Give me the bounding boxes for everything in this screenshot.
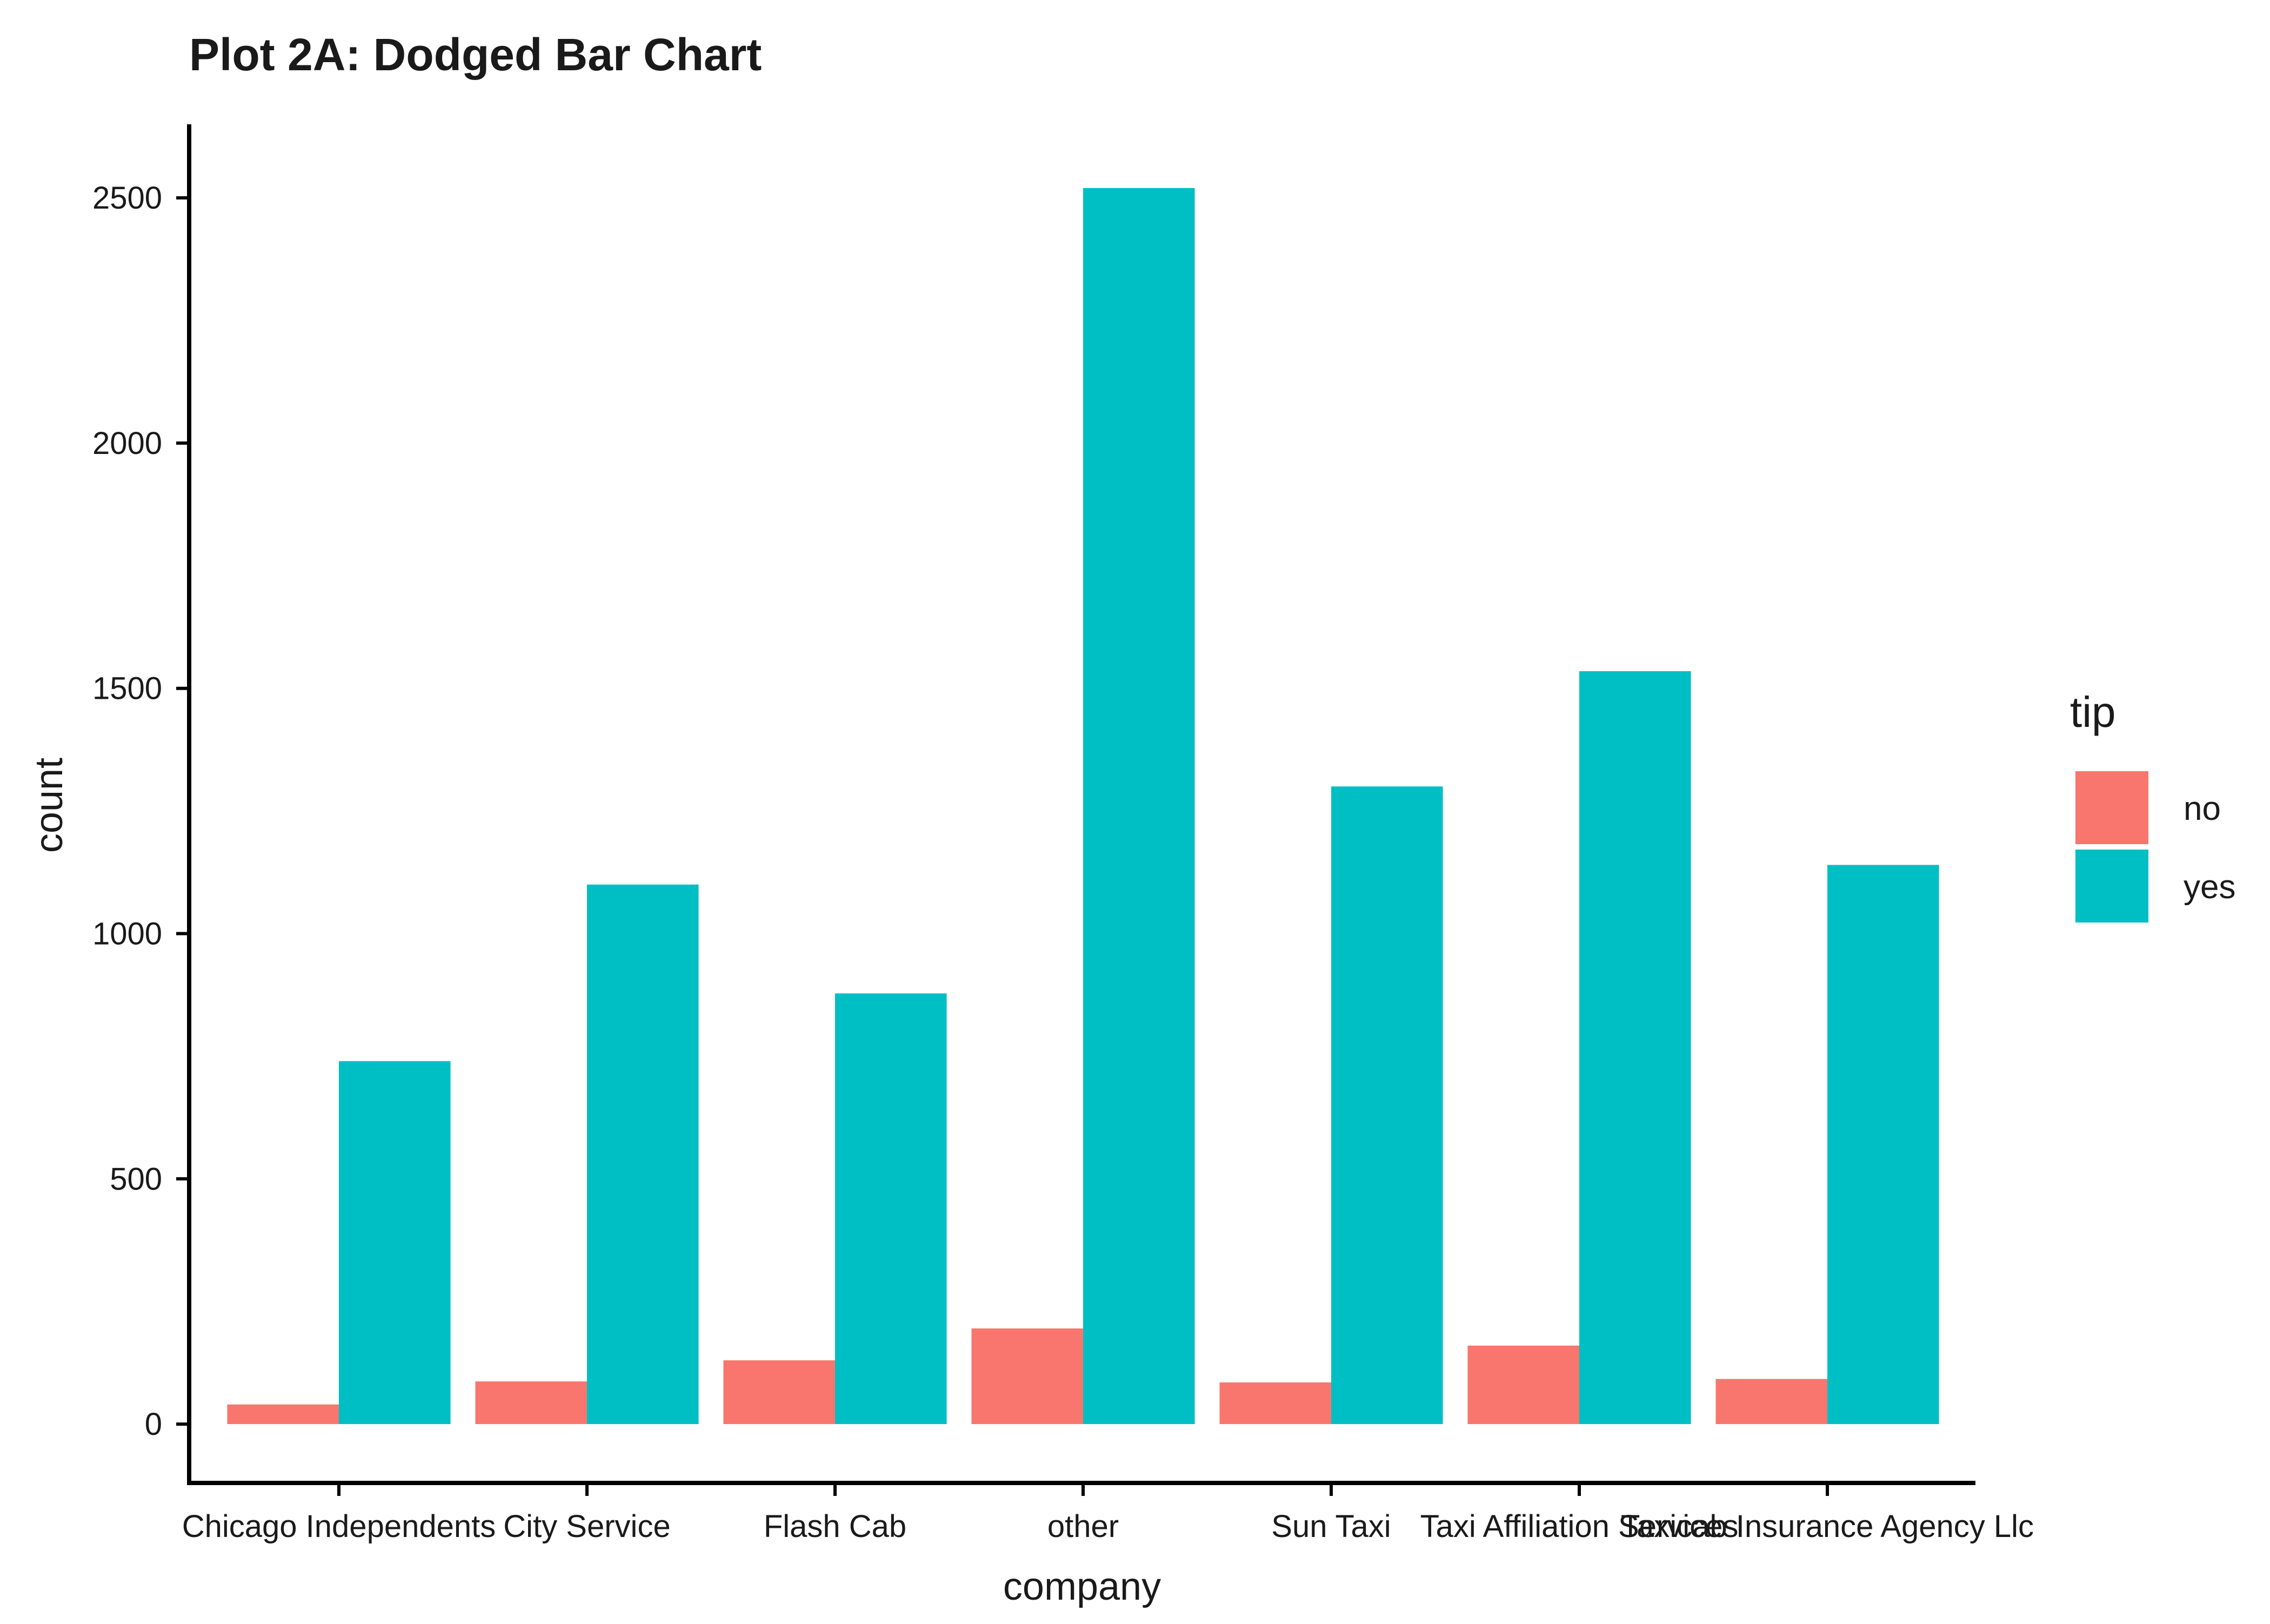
x-tick-label-6: Taxicab Insurance Agency Llc (1621, 1509, 2034, 1544)
bar-no-3 (971, 1328, 1083, 1425)
bar-yes-0 (339, 1061, 451, 1425)
legend-key-yes (2075, 850, 2148, 923)
bar-no-0 (227, 1404, 339, 1425)
chart-title: Plot 2A: Dodged Bar Chart (189, 29, 762, 80)
x-tick-label-3: other (1047, 1509, 1119, 1544)
y-tick-label-3: 1500 (92, 671, 162, 706)
y-tick-label-4: 2000 (92, 426, 162, 461)
y-tick-label-5: 2500 (92, 181, 162, 216)
x-tick-label-0: Chicago Independents (182, 1509, 496, 1544)
x-ticks: Chicago Independents City Service Flash Ca… (182, 1483, 2034, 1544)
bar-yes-4 (1331, 786, 1443, 1425)
x-tick-label-4: Sun Taxi (1271, 1509, 1391, 1544)
bar-yes-6 (1827, 865, 1939, 1425)
bar-no-5 (1467, 1345, 1579, 1425)
y-tick-label-0: 0 (145, 1407, 162, 1442)
legend-label-yes: yes (2184, 868, 2235, 906)
bar-no-2 (723, 1360, 835, 1425)
bar-yes-1 (587, 884, 699, 1425)
x-axis-title: company (1003, 1565, 1161, 1608)
bar-yes-3 (1083, 188, 1195, 1425)
legend: tip no yes (2070, 688, 2235, 923)
legend-key-no (2075, 771, 2148, 844)
x-tick-label-5: Taxi Affiliation Services (1420, 1509, 1739, 1544)
x-tick-label-2: Flash Cab (764, 1509, 906, 1544)
bars-layer (227, 188, 1939, 1425)
legend-label-no: no (2184, 790, 2221, 827)
bar-no-4 (1219, 1382, 1331, 1425)
y-tick-label-1: 500 (110, 1161, 162, 1197)
y-axis-title: count (28, 758, 71, 853)
bar-yes-5 (1579, 671, 1691, 1425)
y-ticks: 0 500 1000 1500 2000 2500 (92, 181, 189, 1442)
y-tick-label-2: 1000 (92, 917, 162, 952)
x-tick-label-1: City Service (503, 1509, 670, 1544)
bar-yes-2 (835, 993, 947, 1425)
legend-title: tip (2070, 688, 2116, 736)
bar-no-6 (1715, 1379, 1827, 1425)
bar-no-1 (475, 1381, 587, 1425)
